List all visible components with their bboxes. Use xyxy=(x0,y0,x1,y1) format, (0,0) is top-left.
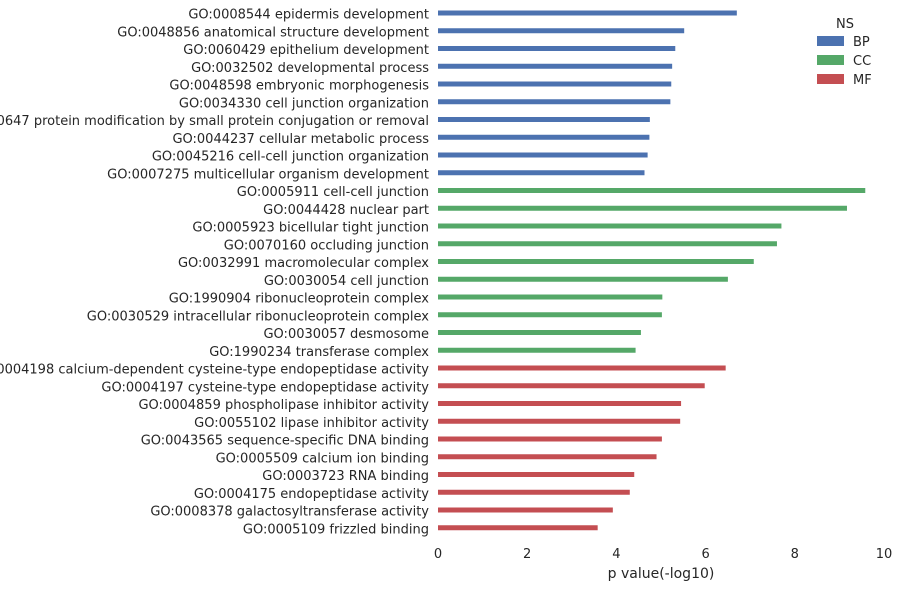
category-label-16: GO:0030054 cell junction xyxy=(264,274,429,289)
category-label-25: GO:0043565 sequence-specific DNA binding xyxy=(141,434,429,449)
category-label-19: GO:0030057 desmosome xyxy=(263,327,429,342)
category-label-5: GO:0048598 embryonic morphogenesis xyxy=(169,79,429,94)
bar-29 xyxy=(438,507,613,513)
x-tick-label-2: 2 xyxy=(523,547,531,562)
category-label-12: GO:0044428 nuclear part xyxy=(263,203,429,218)
x-tick-label-10: 10 xyxy=(876,547,893,562)
x-tick-label-4: 4 xyxy=(612,547,620,562)
bar-23 xyxy=(438,401,682,406)
bar-8 xyxy=(438,134,650,140)
category-label-2: GO:0048856 anatomical structure developm… xyxy=(117,25,429,40)
bar-15 xyxy=(438,259,754,264)
bar-30 xyxy=(438,525,598,531)
legend-swatch-bp xyxy=(817,36,844,46)
bar-24 xyxy=(438,418,681,424)
legend: NS BP CC MF xyxy=(817,17,872,88)
bar-9 xyxy=(438,152,648,158)
bar-2 xyxy=(438,28,685,34)
bar-14 xyxy=(438,241,777,247)
bar-10 xyxy=(438,170,645,176)
bar-20 xyxy=(438,347,636,353)
category-label-30: GO:0005109 frizzled binding xyxy=(243,522,429,537)
category-label-8: GO:0044237 cellular metabolic process xyxy=(172,132,429,147)
bar-27 xyxy=(438,472,635,477)
x-tick-label-8: 8 xyxy=(791,547,799,562)
bar-18 xyxy=(438,312,662,318)
category-label-13: GO:0005923 bicellular tight junction xyxy=(192,221,429,236)
bar-22 xyxy=(438,383,705,389)
category-label-14: GO:0070160 occluding junction xyxy=(224,238,429,253)
category-label-15: GO:0032991 macromolecular complex xyxy=(178,256,429,271)
bar-4 xyxy=(438,63,673,69)
bar-6 xyxy=(438,99,671,105)
x-tick-label-6: 6 xyxy=(701,547,709,562)
bar-19 xyxy=(438,330,641,335)
category-label-29: GO:0008378 galactosyltransferase activit… xyxy=(150,505,429,520)
bar-1 xyxy=(438,10,737,16)
bar-5 xyxy=(438,81,672,87)
category-label-26: GO:0005509 calcium ion binding xyxy=(216,451,429,466)
bar-3 xyxy=(438,46,676,51)
bar-16 xyxy=(438,276,728,282)
x-tick-labels: 0 2 4 6 8 10 xyxy=(434,547,892,562)
legend-swatch-cc xyxy=(817,55,844,65)
legend-title: NS xyxy=(836,17,854,32)
category-label-1: GO:0008544 epidermis development xyxy=(188,8,429,23)
bar-21 xyxy=(438,365,726,371)
bar-11 xyxy=(438,188,866,193)
category-label-4: GO:0032502 developmental process xyxy=(191,61,429,76)
x-tick-label-0: 0 xyxy=(434,547,442,562)
legend-label-mf: MF xyxy=(853,73,872,88)
category-label-27: GO:0003723 RNA binding xyxy=(262,469,429,484)
category-label-28: GO:0004175 endopeptidase activity xyxy=(194,487,429,502)
category-label-22: GO:0004197 cysteine-type endopeptidase a… xyxy=(101,380,429,395)
x-axis-label: p value(-log10) xyxy=(608,566,715,582)
bar-26 xyxy=(438,454,657,460)
bar-13 xyxy=(438,223,782,229)
legend-label-cc: CC xyxy=(853,54,871,69)
category-label-17: GO:1990904 ribonucleoprotein complex xyxy=(169,292,430,307)
category-label-3: GO:0060429 epithelium development xyxy=(183,43,429,58)
bar-17 xyxy=(438,294,663,300)
category-label-7: GO:0070647 protein modification by small… xyxy=(0,114,429,129)
category-label-9: GO:0045216 cell-cell junction organizati… xyxy=(152,150,429,165)
category-label-18: GO:0030529 intracellular ribonucleoprote… xyxy=(87,309,430,324)
legend-swatch-mf xyxy=(817,74,844,84)
category-label-20: GO:1990234 transferase complex xyxy=(209,345,429,360)
category-label-11: GO:0005911 cell-cell junction xyxy=(237,185,429,200)
category-label-21: GO:0004198 calcium-dependent cysteine-ty… xyxy=(0,363,429,378)
bar-28 xyxy=(438,489,630,495)
category-labels: GO:0008544 epidermis development GO:00488… xyxy=(0,8,429,538)
legend-label-bp: BP xyxy=(853,35,870,50)
category-label-6: GO:0034330 cell junction organization xyxy=(179,96,429,111)
category-label-24: GO:0055102 lipase inhibitor activity xyxy=(194,416,429,431)
bar-12 xyxy=(438,205,847,211)
bar-25 xyxy=(438,436,662,442)
category-label-23: GO:0004859 phospholipase inhibitor activ… xyxy=(138,398,429,413)
category-label-10: GO:0007275 multicellular organism develo… xyxy=(107,167,429,182)
bar-7 xyxy=(438,117,650,122)
bars-layer xyxy=(438,10,866,531)
